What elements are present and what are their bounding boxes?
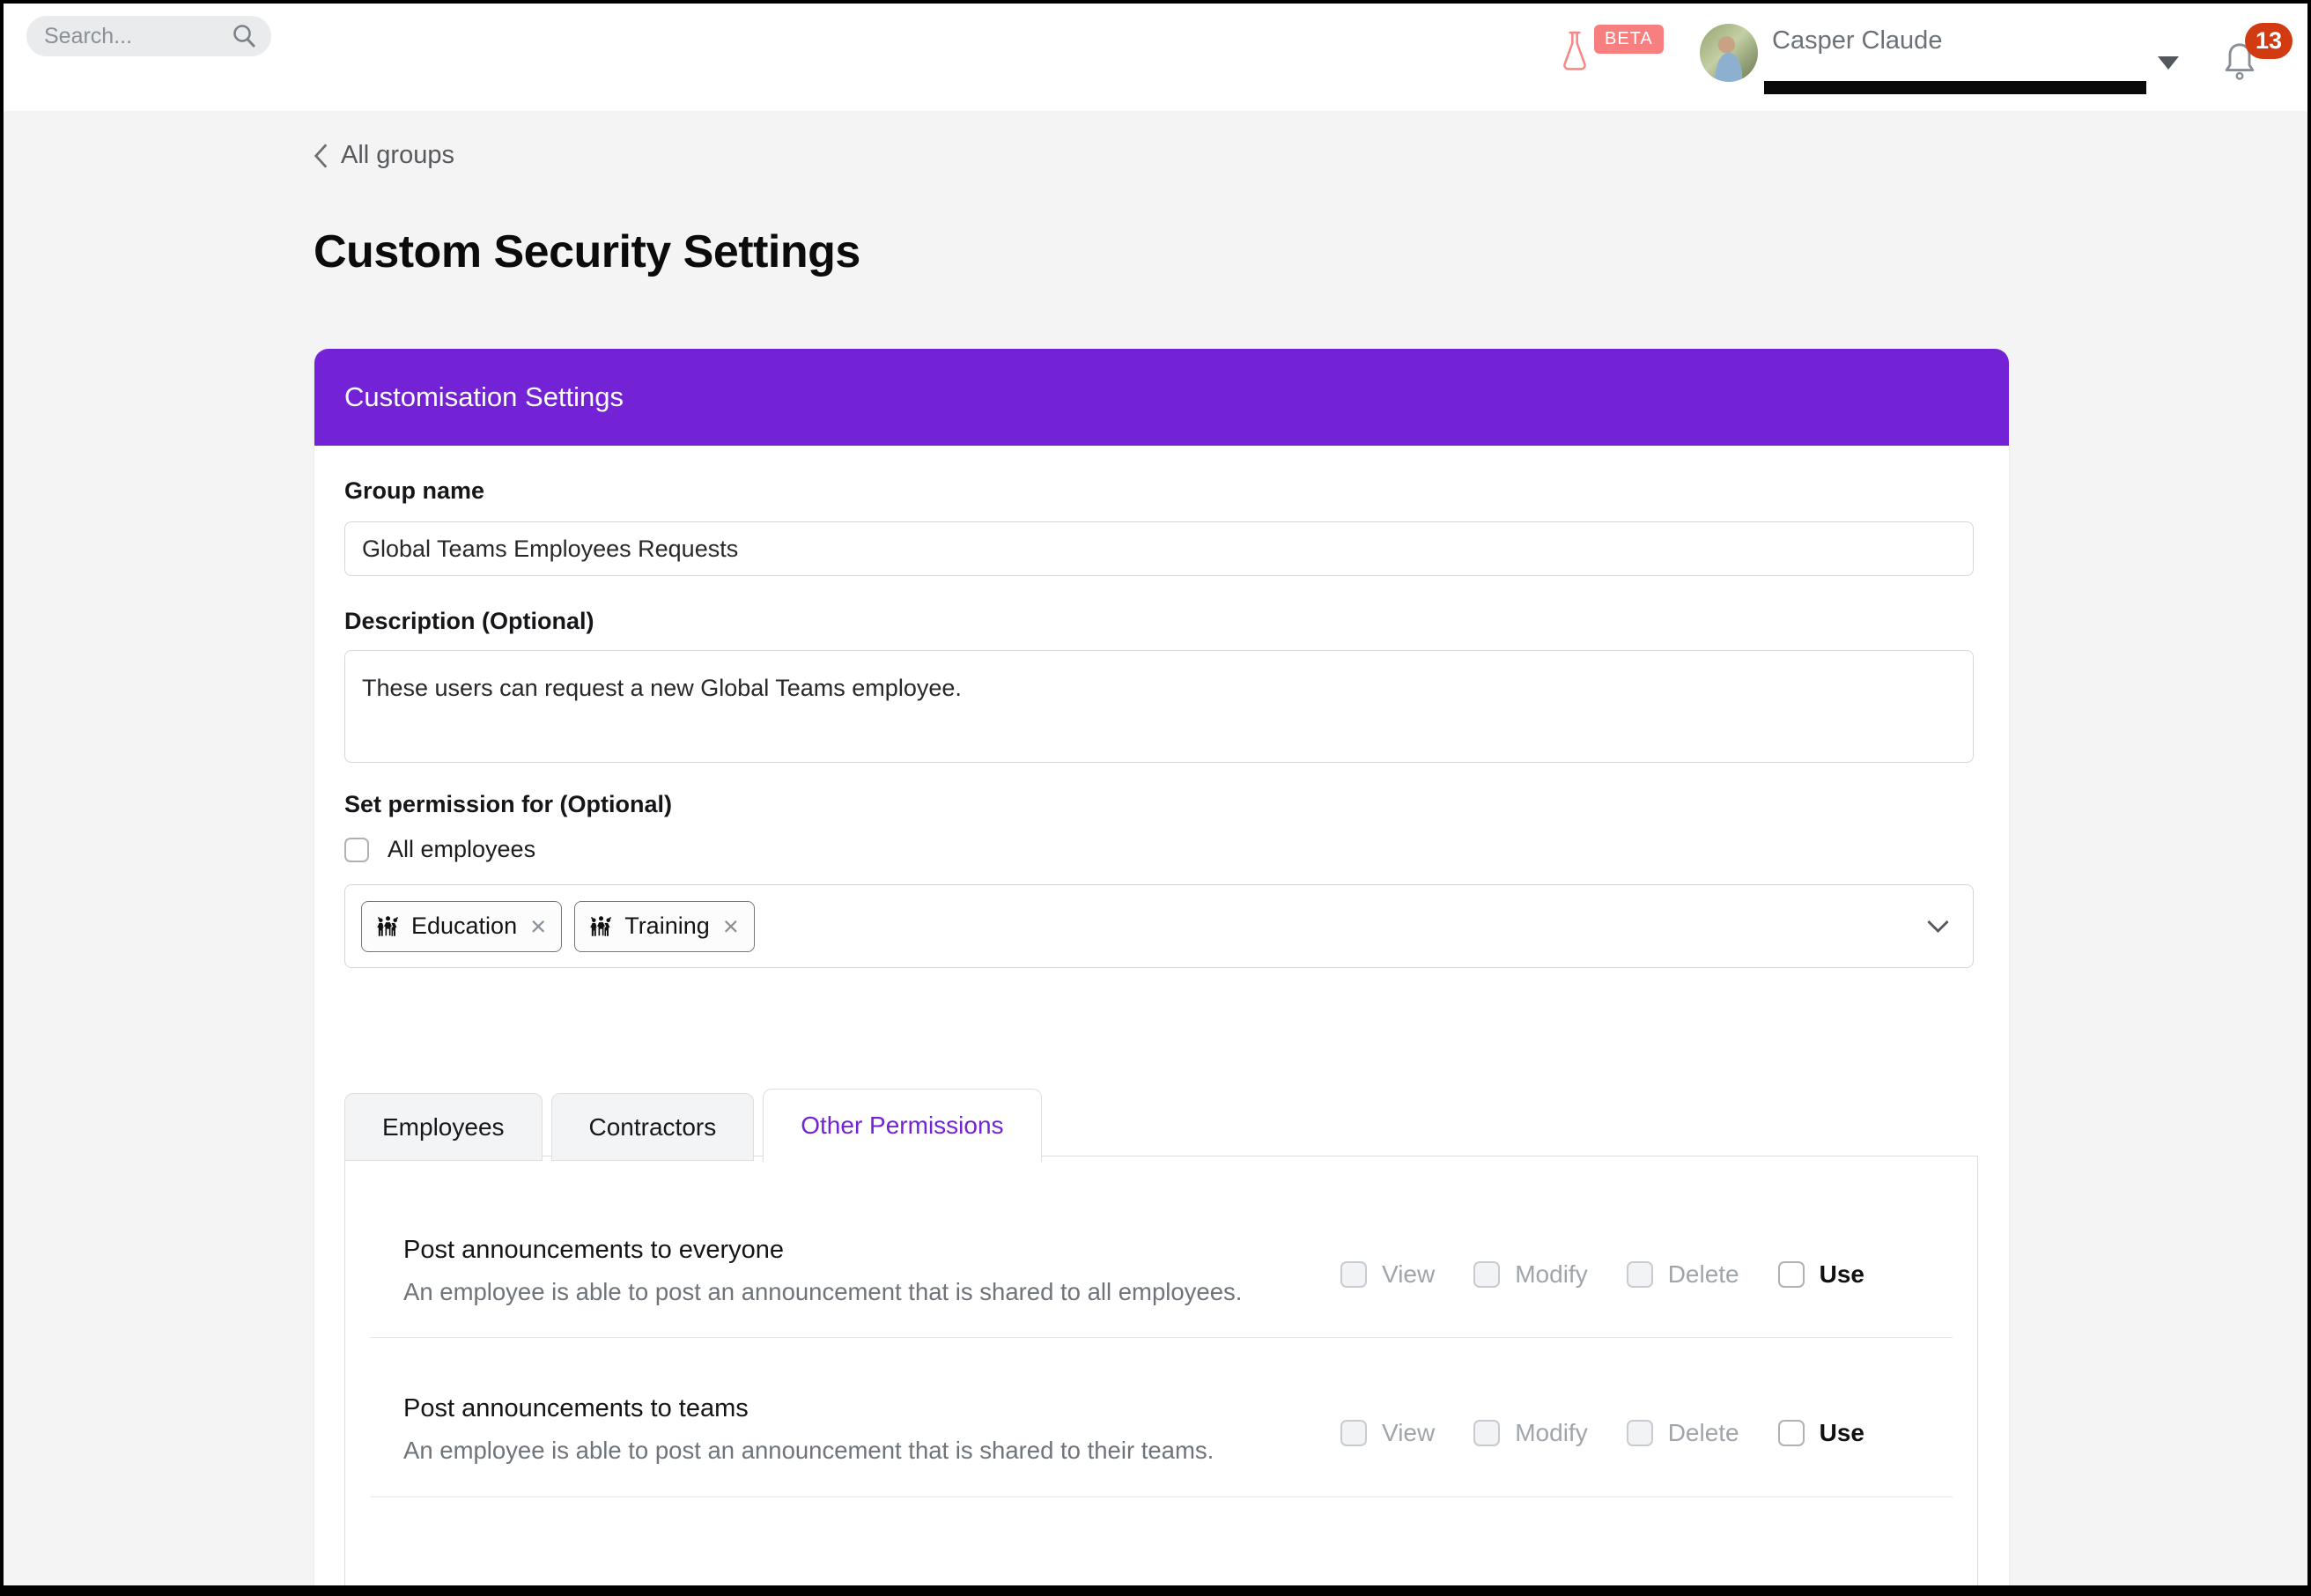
all-employees-option[interactable]: All employees <box>344 836 535 863</box>
checkbox-label: Delete <box>1667 1260 1739 1288</box>
avatar[interactable] <box>1700 24 1758 82</box>
all-employees-checkbox[interactable] <box>344 837 369 862</box>
checkbox-label: View <box>1382 1419 1436 1447</box>
permission-option-modify: Modify <box>1473 1260 1588 1289</box>
user-name: Casper Claude <box>1772 26 1943 55</box>
permissions-panel: Post announcements to everyone An employ… <box>344 1156 1978 1585</box>
permission-title: Post announcements to everyone <box>403 1236 785 1264</box>
permission-title: Post announcements to teams <box>403 1394 749 1423</box>
permission-row: Post announcements to everyone An employ… <box>370 1156 1953 1339</box>
team-tag-label: Education <box>411 913 518 939</box>
permission-row: Post announcements to teams An employee … <box>370 1338 1953 1497</box>
breadcrumb-label: All groups <box>341 141 454 169</box>
user-menu-caret-icon[interactable] <box>2158 56 2179 70</box>
page-title: Custom Security Settings <box>314 226 860 277</box>
team-tag-education[interactable]: Education × <box>361 900 563 952</box>
modify-checkbox <box>1473 1420 1501 1447</box>
use-checkbox[interactable] <box>1777 1420 1805 1447</box>
description-textarea[interactable]: These users can request a new Global Tea… <box>344 650 1974 763</box>
set-permission-label: Set permission for (Optional) <box>344 791 673 817</box>
permission-description: An employee is able to post an announcem… <box>403 1278 1243 1305</box>
search-icon[interactable] <box>231 23 257 49</box>
checkbox-label: Use <box>1819 1419 1864 1447</box>
top-bar: Search... BETA Casper Claude 13 <box>4 4 2307 111</box>
card-header-title: Customisation Settings <box>344 381 624 412</box>
modify-checkbox <box>1473 1261 1501 1288</box>
notification-count-badge[interactable]: 13 <box>2245 23 2293 59</box>
permission-option-modify: Modify <box>1473 1419 1588 1447</box>
delete-checkbox <box>1626 1420 1653 1447</box>
delete-checkbox <box>1626 1261 1653 1288</box>
view-checkbox <box>1340 1420 1368 1447</box>
tab-employees[interactable]: Employees <box>344 1093 543 1161</box>
description-value: These users can request a new Global Tea… <box>362 675 962 701</box>
permission-description: An employee is able to post an announcem… <box>403 1437 1215 1465</box>
people-group-icon <box>377 915 398 937</box>
flask-icon <box>1563 31 1586 70</box>
permission-option-view: View <box>1340 1260 1435 1289</box>
description-label: Description (Optional) <box>344 608 594 634</box>
beta-badge: BETA <box>1594 25 1664 54</box>
customisation-settings-card: Customisation Settings Group name Global… <box>314 349 2009 1585</box>
team-tag-label: Training <box>624 913 710 939</box>
card-header: Customisation Settings <box>314 349 2009 446</box>
all-employees-label: All employees <box>388 836 536 862</box>
tag-close-icon[interactable]: × <box>530 911 547 942</box>
permission-option-delete: Delete <box>1626 1260 1739 1289</box>
permission-option-view: View <box>1340 1419 1435 1447</box>
group-name-value: Global Teams Employees Requests <box>362 535 739 562</box>
people-group-icon <box>590 915 612 937</box>
tag-close-icon[interactable]: × <box>722 911 739 942</box>
checkbox-label: Modify <box>1515 1260 1588 1288</box>
permission-option-delete: Delete <box>1626 1419 1739 1447</box>
redacted-email-bar <box>1764 81 2146 94</box>
breadcrumb-all-groups[interactable]: All groups <box>314 141 454 170</box>
group-name-input[interactable]: Global Teams Employees Requests <box>344 521 1974 576</box>
checkbox-label: Use <box>1819 1260 1864 1288</box>
search-placeholder: Search... <box>44 23 133 48</box>
tab-other-permissions[interactable]: Other Permissions <box>763 1089 1042 1163</box>
checkbox-label: View <box>1382 1260 1436 1288</box>
tab-contractors[interactable]: Contractors <box>550 1093 755 1161</box>
permission-options: View Modify Delete Use <box>1340 1419 1864 1447</box>
chevron-left-icon <box>314 143 328 168</box>
permission-tabs: Employees Contractors Other Permissions <box>344 1089 1042 1163</box>
beta-feature-indicator[interactable]: BETA <box>1561 25 1664 76</box>
permission-text: Post announcements to teams An employee … <box>403 1394 1214 1469</box>
permission-options: View Modify Delete Use <box>1340 1260 1864 1289</box>
checkbox-label: Delete <box>1667 1419 1739 1447</box>
search-input[interactable]: Search... <box>26 16 271 56</box>
checkbox-label: Modify <box>1515 1419 1588 1447</box>
view-checkbox <box>1340 1261 1368 1288</box>
chevron-down-icon[interactable] <box>1926 919 1950 934</box>
use-checkbox[interactable] <box>1777 1261 1805 1288</box>
permission-text: Post announcements to everyone An employ… <box>403 1236 1242 1311</box>
permission-option-use[interactable]: Use <box>1777 1260 1864 1289</box>
team-tag-training[interactable]: Training × <box>574 900 755 952</box>
group-name-label: Group name <box>344 477 485 504</box>
team-tag-select[interactable]: Education × Training × <box>344 884 1974 968</box>
permission-option-use[interactable]: Use <box>1777 1419 1864 1447</box>
